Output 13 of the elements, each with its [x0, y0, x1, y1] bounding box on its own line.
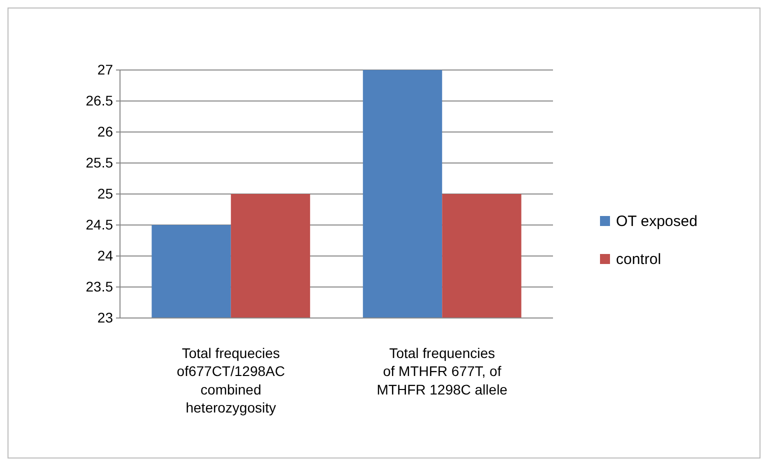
legend-label: control — [616, 251, 662, 268]
y-tick-label: 27 — [97, 61, 114, 78]
y-tick-label: 25.5 — [86, 154, 114, 170]
x-tick-label: Total frequecies of677CT/1298AC combined heterozygosity — [176, 345, 285, 416]
y-tick-label: 23 — [97, 309, 114, 326]
x-tick-label: Total frequencies of MTHFR 677T, of MTHFR 1298C allele — [376, 345, 508, 398]
y-tick-label: 26.5 — [86, 92, 114, 108]
y-tick-label: 23.5 — [86, 278, 114, 294]
y-tick-label: 24.5 — [86, 216, 114, 232]
y-tick-label: 24 — [97, 247, 114, 264]
legend-label: OT exposed — [616, 213, 698, 230]
y-tick-label: 25 — [97, 185, 114, 202]
y-tick-label: 26 — [97, 123, 114, 140]
